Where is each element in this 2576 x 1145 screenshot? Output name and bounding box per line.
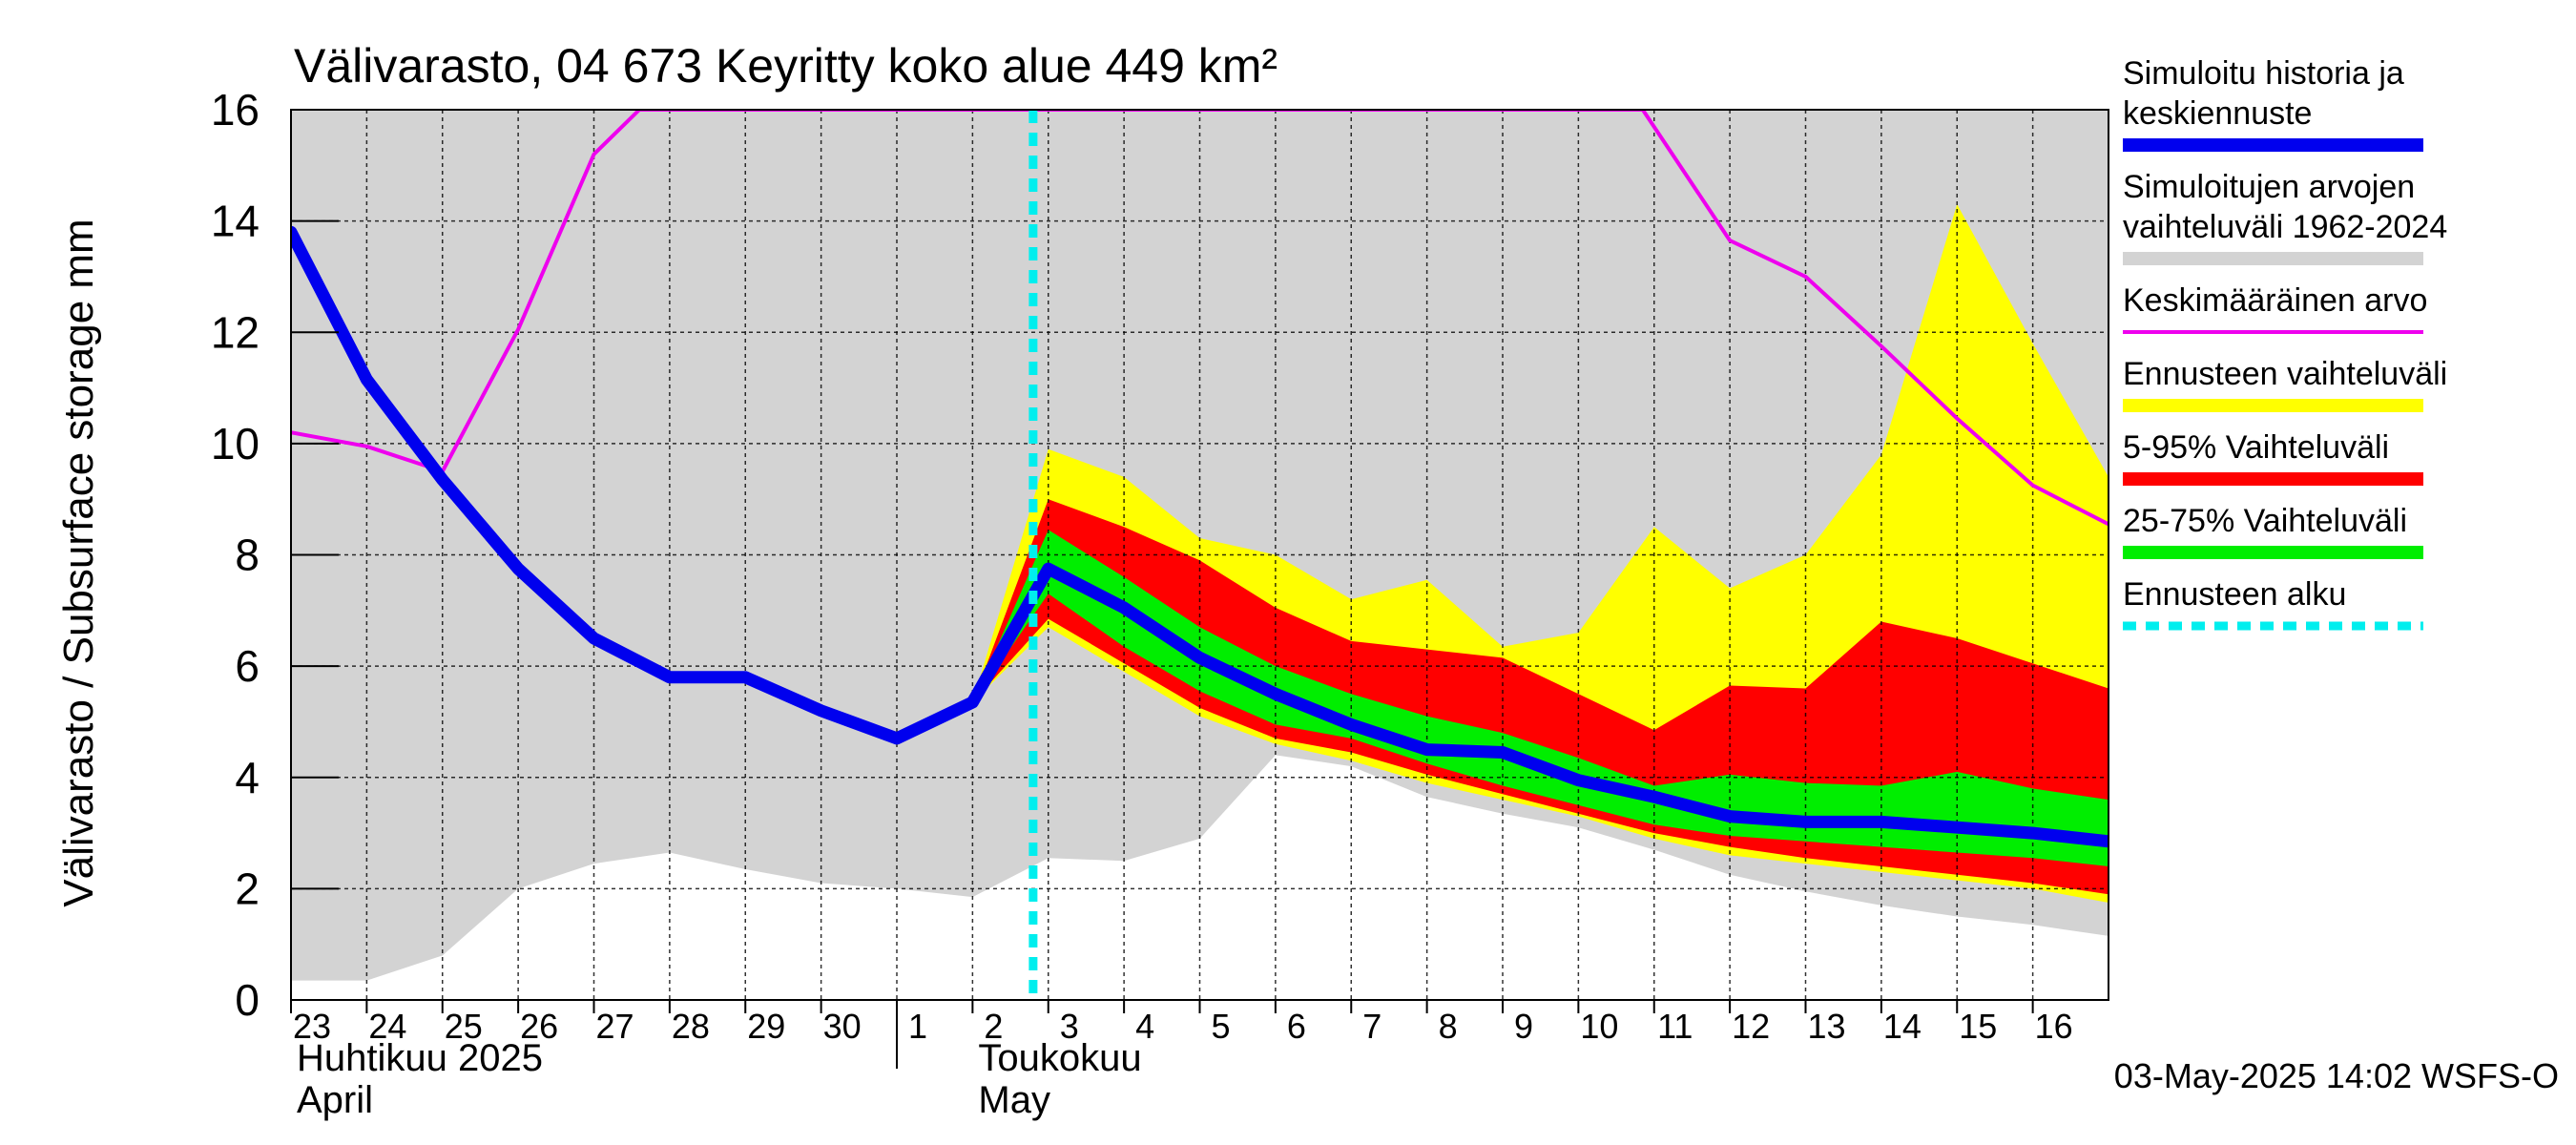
legend-item: Simuloitujen arvojen vaihteluväli 1962-20…: [2123, 169, 2447, 265]
chart-title: Välivarasto, 04 673 Keyritty koko alue 4…: [294, 39, 1278, 93]
x-tick-label: 13: [1807, 1007, 1845, 1046]
month-label: Toukokuu: [978, 1037, 1141, 1079]
x-tick-label: 24: [368, 1007, 406, 1046]
x-tick-label: 16: [2035, 1007, 2073, 1046]
y-axis-label: Välivarasto / Subsurface storage mm: [55, 219, 102, 906]
legend-item: Keskimääräinen arvo: [2123, 282, 2427, 334]
y-tick-label: 6: [235, 641, 260, 691]
x-tick-label: 11: [1657, 1007, 1693, 1046]
x-tick-label: 29: [747, 1007, 785, 1046]
legend-item: 25-75% Vaihteluväli: [2123, 503, 2423, 559]
legend-label: 5-95% Vaihteluväli: [2123, 429, 2389, 466]
x-tick-label: 9: [1514, 1007, 1533, 1046]
x-tick-label: 26: [520, 1007, 558, 1046]
x-tick-label: 7: [1362, 1007, 1381, 1046]
legend-label: Simuloitu historia ja: [2123, 55, 2404, 92]
grid-layer: [290, 110, 2109, 1000]
y-tick-label: 16: [211, 85, 260, 135]
x-tick-label: 3: [1060, 1007, 1079, 1046]
y-tick-label: 8: [235, 531, 260, 580]
y-tick-label: 2: [235, 864, 260, 913]
y-tick-label: 4: [235, 753, 260, 802]
month-label-en: May: [978, 1079, 1050, 1121]
legend-item: Ennusteen alku: [2123, 576, 2423, 631]
x-tick-label: 6: [1287, 1007, 1306, 1046]
y-tick-label: 0: [235, 975, 260, 1025]
y-tick-label: 12: [211, 307, 260, 357]
x-tick-label: 2: [984, 1007, 1003, 1046]
month-label: Huhtikuu 2025: [297, 1037, 543, 1079]
legend-label: 25-75% Vaihteluväli: [2123, 503, 2407, 539]
x-tick-label: 10: [1580, 1007, 1618, 1046]
legend-label: Simuloitujen arvojen: [2123, 169, 2415, 205]
x-tick-label: 1: [908, 1007, 927, 1046]
y-tick-label: 10: [211, 419, 260, 468]
x-tick-label: 30: [823, 1007, 862, 1046]
legend-item: 5-95% Vaihteluväli: [2123, 429, 2423, 486]
month-label-en: April: [297, 1079, 373, 1121]
x-tick-label: 27: [595, 1007, 634, 1046]
legend-label: Keskimääräinen arvo: [2123, 282, 2427, 319]
x-tick-label: 12: [1732, 1007, 1770, 1046]
legend: Simuloitu historia jakeskiennusteSimuloi…: [2123, 55, 2447, 631]
legend-item: Ennusteen vaihteluväli: [2123, 356, 2447, 412]
legend-label: Ennusteen vaihteluväli: [2123, 356, 2447, 392]
x-tick-label: 23: [293, 1007, 331, 1046]
timestamp-footer: 03-May-2025 14:02 WSFS-O: [2114, 1056, 2559, 1095]
y-tick-label: 14: [211, 197, 260, 246]
x-tick-label: 8: [1439, 1007, 1458, 1046]
x-tick-label: 5: [1211, 1007, 1230, 1046]
series-line-simulated: [291, 225, 2109, 848]
x-tick-label: 15: [1959, 1007, 1997, 1046]
legend-label: vaihteluväli 1962-2024: [2123, 209, 2447, 245]
x-tick-label: 14: [1883, 1007, 1922, 1046]
x-tick-label: 4: [1135, 1007, 1154, 1046]
legend-label: keskiennuste: [2123, 95, 2312, 132]
x-tick-label: 25: [445, 1007, 483, 1046]
lines-layer: [291, 110, 2109, 1000]
legend-label: Ennusteen alku: [2123, 576, 2346, 613]
x-tick-label: 28: [672, 1007, 710, 1046]
